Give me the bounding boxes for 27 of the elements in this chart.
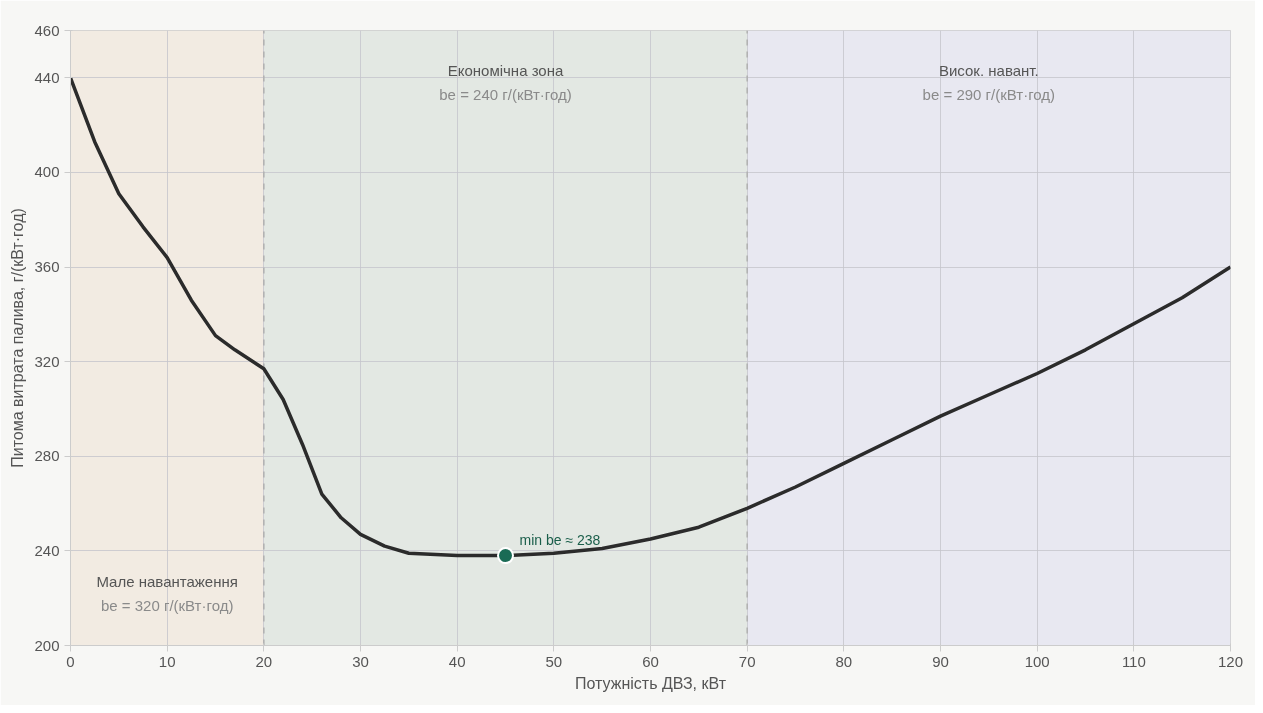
band-label: Висок. навант. be = 290 г/(кВт·год) — [922, 62, 1056, 103]
x-tick-label: 30 — [352, 652, 369, 670]
y-tick-label: 200 — [34, 636, 60, 654]
x-tick-label: 10 — [158, 652, 176, 670]
annotation: min be ≈ 238 — [519, 531, 601, 548]
x-tick-label: 60 — [642, 652, 659, 670]
x-tick-label: 40 — [448, 652, 466, 670]
band-label: Економічна зона be = 240 г/(кВт·год) — [439, 62, 572, 103]
y-tick-label: 400 — [34, 163, 60, 181]
y-tick-label: 460 — [34, 21, 60, 39]
y-tick-label: 280 — [34, 447, 60, 465]
x-tick-label: 90 — [932, 652, 949, 670]
x-tick-label: 20 — [255, 652, 273, 670]
x-tick-label: 50 — [545, 652, 563, 670]
x-axis-title: Потужність ДВЗ, кВт — [575, 674, 727, 692]
y-axis-title: Питома витрата палива, г/(кВт·год) — [9, 208, 27, 468]
y-tick-label: 320 — [34, 352, 60, 370]
x-tick-label: 0 — [66, 652, 75, 670]
x-tick-label: 70 — [738, 652, 756, 670]
y-tick-label: 440 — [34, 68, 60, 86]
y-tick-label: 240 — [34, 541, 60, 559]
x-tick-label: 110 — [1121, 652, 1146, 670]
band-label: Мале навантаження be = 320 г/(кВт·год) — [96, 573, 238, 614]
x-tick-label: 100 — [1024, 652, 1050, 670]
x-tick-label: 80 — [835, 652, 853, 670]
y-tick-label: 360 — [34, 258, 60, 276]
x-tick-label: 120 — [1217, 652, 1244, 670]
